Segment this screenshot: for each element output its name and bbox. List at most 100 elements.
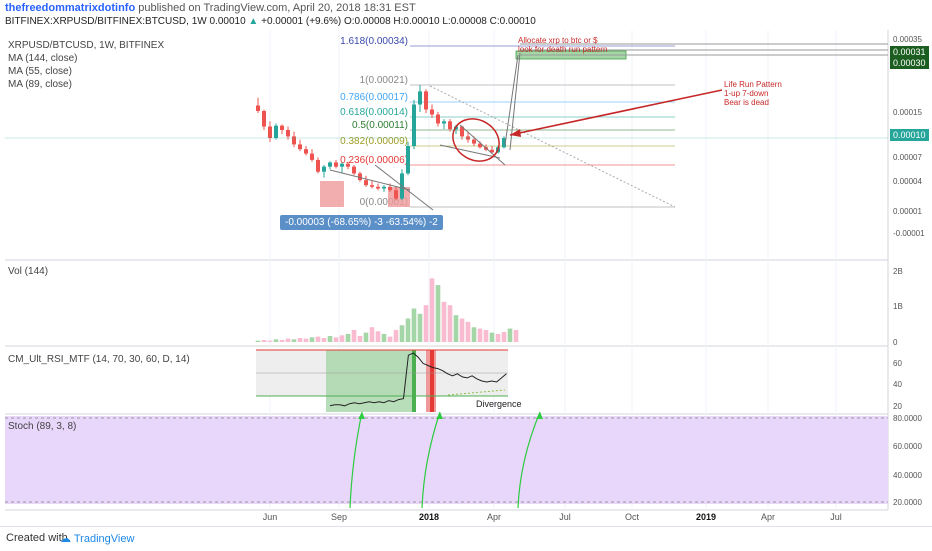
fib-level-label: 1(0.00021) xyxy=(360,75,408,86)
drawdown-box xyxy=(388,187,410,207)
stoch-panel xyxy=(5,416,888,504)
candle-body xyxy=(478,143,482,148)
life-run-note[interactable]: Life Run Pattern 1-up 7-down Bear is dea… xyxy=(724,80,782,107)
drawings-layer xyxy=(329,43,888,509)
candle-body xyxy=(406,146,410,174)
volume-bar xyxy=(345,333,351,342)
volume-bar xyxy=(267,340,273,342)
candle-body xyxy=(340,163,344,167)
published-text: published on TradingView.com, April 20, … xyxy=(138,2,416,14)
oversold-highlight xyxy=(326,350,414,412)
publish-header: thefreedommatrixdotinfo published on Tra… xyxy=(0,0,932,30)
volume-bar xyxy=(303,338,309,342)
stoch-tick-label: 80.0000 xyxy=(893,414,922,423)
signal-arrow xyxy=(517,411,541,509)
candlestick-series xyxy=(5,85,888,201)
rsi-tick-label: 60 xyxy=(893,359,902,368)
candle-body xyxy=(298,144,302,150)
overbought-edge xyxy=(430,350,434,412)
volume-bar xyxy=(285,338,291,342)
change-text: +0.00001 (+9.6%) xyxy=(261,16,342,27)
candle-body xyxy=(388,186,392,191)
candle-body xyxy=(394,190,398,199)
rsi-series xyxy=(256,349,508,412)
candle-body xyxy=(424,91,428,110)
x-tick-label: Jul xyxy=(830,512,842,522)
volume-bar xyxy=(375,331,381,342)
x-tick-label: Oct xyxy=(625,512,640,522)
symbol-line: BITFINEX:XRPUSD/BITFINEX:BTCUSD, 1W 0.00… xyxy=(5,16,536,27)
volume-bar xyxy=(339,335,345,342)
y-tick-label: 0.00004 xyxy=(893,177,922,186)
trendline xyxy=(329,169,411,191)
candle-body xyxy=(448,121,452,130)
candle-body xyxy=(256,105,260,111)
fib-level-label: 0.5(0.00011) xyxy=(352,120,408,131)
arrow-head-icon xyxy=(510,129,521,137)
volume-bar xyxy=(489,332,495,342)
author-link[interactable]: thefreedommatrixdotinfo xyxy=(5,2,136,14)
price-range-measure[interactable]: -0.00003 (-68.65%) -3 -63.54%) -2 xyxy=(280,215,443,230)
tradingview-logo-link[interactable]: ☁ TradingView xyxy=(60,532,134,545)
volume-bar xyxy=(501,331,507,342)
candle-body xyxy=(316,159,320,172)
volume-bar xyxy=(399,325,405,342)
rsi-tick-label: 20 xyxy=(893,402,902,411)
x-tick-label: Jun xyxy=(263,512,278,522)
volume-bar xyxy=(369,327,375,342)
trendline xyxy=(439,144,501,159)
volume-bar xyxy=(447,305,453,342)
fib-level-label: 0(0.00001) xyxy=(360,197,408,208)
candle-body xyxy=(286,130,290,137)
volume-bar xyxy=(279,339,285,342)
candle-body xyxy=(322,166,326,172)
volume-bar xyxy=(315,336,321,342)
candle-body xyxy=(502,138,506,148)
stoch-legend[interactable]: Stoch (89, 3, 8) xyxy=(8,421,77,432)
volume-bar xyxy=(357,335,363,342)
candle-body xyxy=(358,173,362,181)
chart-canvas[interactable]: 1.618(0.00034) 1(0.00021) 0.786(0.00017) 0.… xyxy=(0,0,932,526)
signal-arrow xyxy=(421,411,441,509)
volume-bar xyxy=(429,278,435,342)
candle-body xyxy=(346,163,350,167)
divergence-label[interactable]: Divergence xyxy=(476,399,522,409)
x-tick-label: 2018 xyxy=(419,512,439,522)
candle-body xyxy=(376,186,380,189)
volume-bar xyxy=(441,301,447,342)
ma55-legend[interactable]: MA (55, close) xyxy=(8,66,72,77)
volume-bar xyxy=(333,337,339,342)
drawdown-box xyxy=(320,181,344,207)
volume-bar xyxy=(459,318,465,342)
candle-body xyxy=(334,162,338,167)
volume-bar xyxy=(417,313,423,342)
x-tick-label: Apr xyxy=(487,512,501,522)
volume-bar xyxy=(381,333,387,342)
footer: Created with ☁ TradingView xyxy=(0,526,932,551)
stoch-tick-label: 40.0000 xyxy=(893,471,922,480)
volume-bar xyxy=(477,328,483,342)
vol-tick-label: 1B xyxy=(893,302,903,311)
pattern-circle xyxy=(452,118,500,162)
fibonacci-retracement: 1.618(0.00034) 1(0.00021) 0.786(0.00017) 0.… xyxy=(320,36,675,208)
volume-bar xyxy=(363,332,369,342)
y-tick-label: 0.00015 xyxy=(893,108,922,117)
symbol-name: BITFINEX:XRPUSD/BITFINEX:BTCUSD, 1W xyxy=(5,16,207,27)
candle-body xyxy=(460,126,464,137)
volume-legend[interactable]: Vol (144) xyxy=(8,266,49,277)
volume-bar xyxy=(423,305,429,342)
candle-body xyxy=(370,185,374,187)
x-tick-label: Sep xyxy=(331,512,347,522)
price-tag-bottom: 0.00030 xyxy=(890,57,929,69)
y-tick-label: 0.00035 xyxy=(893,35,922,44)
rsi-legend[interactable]: CM_Ult_RSI_MTF (14, 70, 30, 60, D, 14) xyxy=(8,354,190,365)
candle-body xyxy=(274,125,278,138)
allocate-note[interactable]: Allocate xrp to btc or $ look for death … xyxy=(518,36,608,54)
ma144-legend[interactable]: MA (144, close) xyxy=(8,53,78,64)
change-up-icon: ▲ xyxy=(248,16,259,27)
vol-tick-label: 0 xyxy=(893,338,898,347)
annotation-arrow xyxy=(509,89,723,136)
candle-body xyxy=(490,149,494,153)
volume-bar xyxy=(507,328,513,342)
ma89-legend[interactable]: MA (89, close) xyxy=(8,79,72,90)
